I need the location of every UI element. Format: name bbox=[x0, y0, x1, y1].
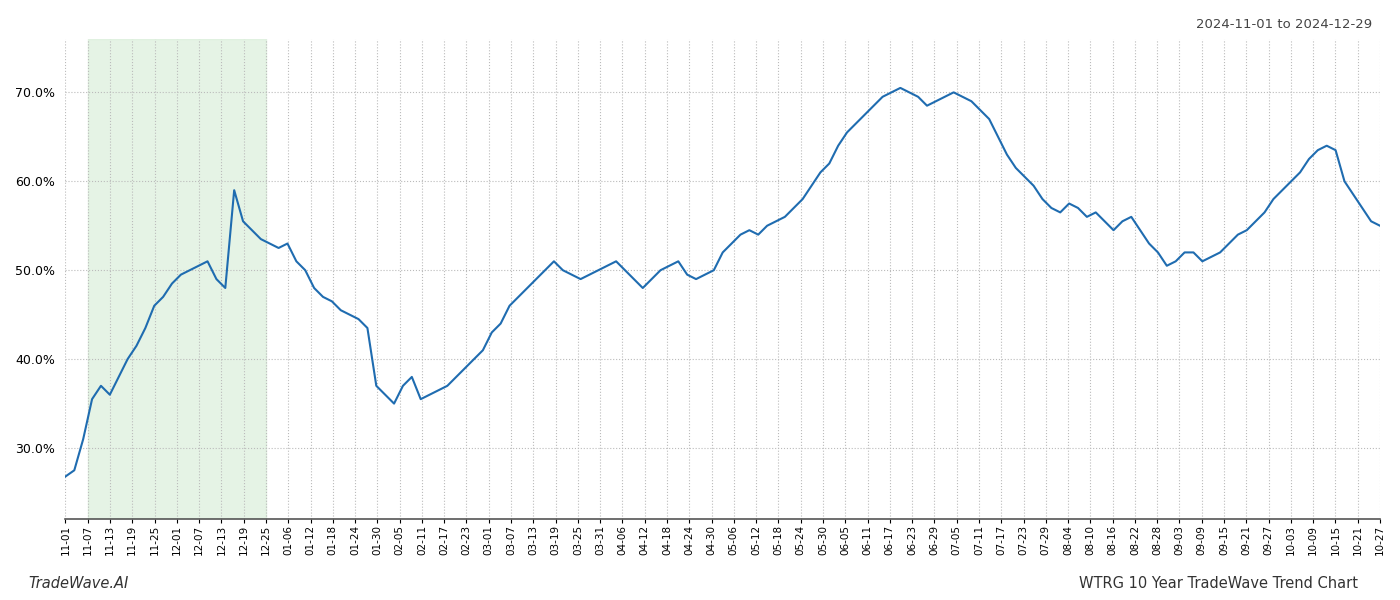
Text: TradeWave.AI: TradeWave.AI bbox=[28, 576, 129, 591]
Text: WTRG 10 Year TradeWave Trend Chart: WTRG 10 Year TradeWave Trend Chart bbox=[1079, 576, 1358, 591]
Bar bbox=[88, 39, 266, 519]
Text: 2024-11-01 to 2024-12-29: 2024-11-01 to 2024-12-29 bbox=[1196, 18, 1372, 31]
